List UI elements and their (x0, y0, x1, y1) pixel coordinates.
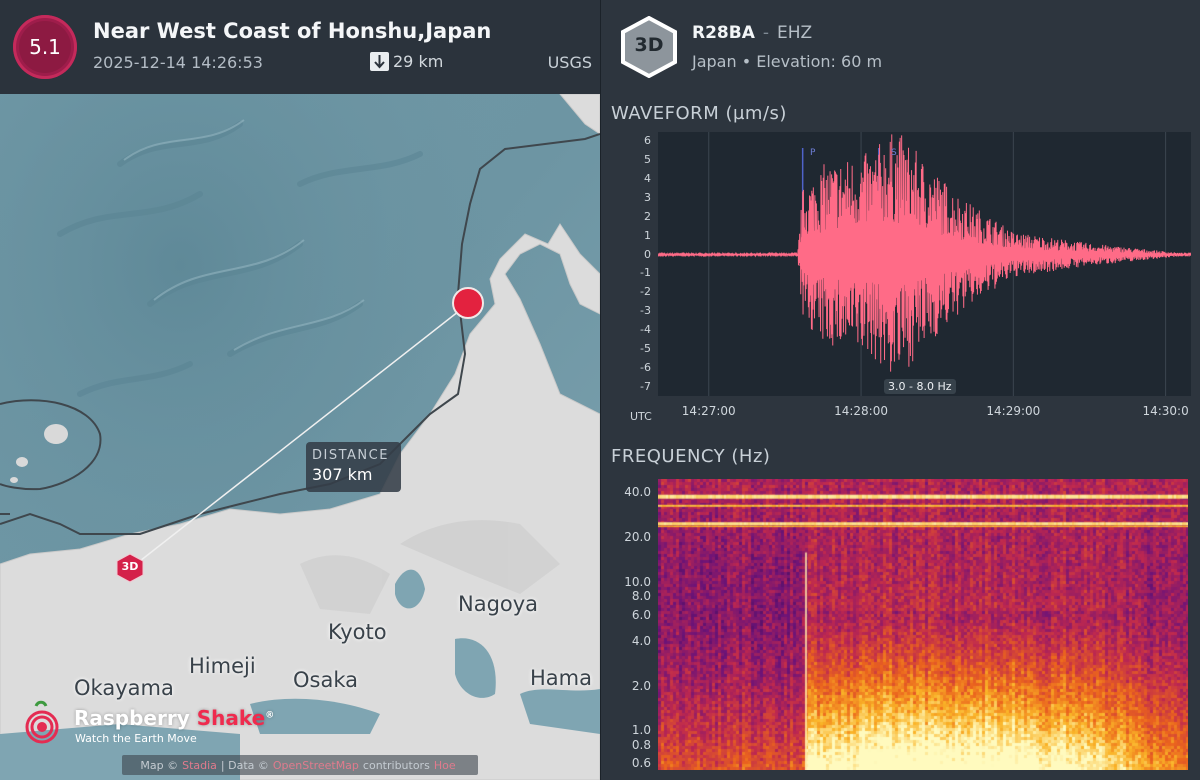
spectrogram-y-tick: 2.0 (631, 678, 651, 693)
event-header[interactable]: 5.1 Near West Coast of Honshu,Japan 2025… (0, 0, 600, 94)
p-phase-label: P (810, 148, 816, 158)
waveform-y-tick: 0 (644, 247, 651, 261)
spectrogram-y-tick: 8.0 (631, 589, 651, 604)
map-attribution: Map © Stadia | Data © OpenStreetMap cont… (122, 755, 478, 775)
spectrogram-y-tick: 20.0 (624, 530, 651, 545)
magnitude-value: 5.1 (29, 35, 61, 59)
waveform-y-tick: 6 (644, 134, 651, 148)
map-view[interactable]: Nagoya Kyoto Himeji Osaka Okayama Hama 3… (0, 94, 600, 780)
spectrogram-y-tick: 1.0 (631, 723, 651, 738)
logo-name: Raspberry Shake® (74, 706, 275, 730)
logo-tagline: Watch the Earth Move (75, 732, 197, 745)
waveform-y-tick: -5 (640, 341, 651, 355)
spectrogram-y-tick: 10.0 (624, 574, 651, 589)
s-phase-label: S (891, 148, 897, 158)
waveform-x-tick: 14:30:0 (1142, 404, 1189, 418)
depth-value: 29 km (393, 52, 444, 71)
station-channel: EHZ (777, 23, 813, 43)
station-info: Japan • Elevation: 60 m (692, 52, 883, 71)
extra-link[interactable]: Hoe (433, 758, 456, 772)
station-marker-label: 3D (121, 560, 139, 573)
waveform-title: WAVEFORM (µm/s) (611, 103, 787, 124)
waveform-y-tick: 5 (644, 153, 651, 167)
depth-arrow-icon (370, 52, 389, 71)
city-label-hama: Hama (530, 666, 592, 690)
distance-value: 307 km (312, 465, 373, 484)
station-name: R28BA - EHZ (692, 23, 813, 43)
station-id: R28BA (692, 23, 755, 43)
waveform-chart[interactable] (657, 132, 1192, 396)
spectrogram-canvas (658, 479, 1188, 770)
waveform-y-tick: -1 (640, 266, 651, 280)
spectrogram-y-tick: 6.0 (631, 607, 651, 622)
waveform-utc-label: UTC (630, 410, 652, 423)
event-source[interactable]: USGS (547, 53, 592, 72)
waveform-y-tick: -4 (640, 323, 651, 336)
waveform-y-tick: -2 (640, 285, 651, 299)
waveform-y-tick: -6 (640, 360, 651, 374)
stadia-link[interactable]: Stadia (182, 758, 217, 772)
spectrogram-y-tick: 4.0 (631, 633, 651, 648)
city-label-osaka: Osaka (293, 668, 358, 692)
waveform-y-tick: -7 (640, 379, 651, 393)
epicenter-marker[interactable] (452, 287, 484, 319)
osm-link[interactable]: OpenStreetMap (272, 758, 359, 772)
frequency-title: FREQUENCY (Hz) (611, 446, 771, 467)
waveform-y-tick: 3 (644, 191, 651, 204)
waveform-svg (657, 132, 1192, 396)
map-canvas[interactable] (0, 94, 600, 780)
event-time: 2025-12-14 14:26:53 (93, 53, 263, 72)
spectrogram-y-tick: 40.0 (624, 485, 651, 500)
city-label-himeji: Himeji (189, 654, 256, 678)
waveform-x-tick: 14:29:00 (986, 404, 1041, 418)
panel-divider (600, 0, 601, 780)
spectrogram-y-tick: 0.6 (631, 756, 651, 771)
waveform-y-tick: -3 (640, 304, 651, 318)
city-label-kyoto: Kyoto (328, 620, 387, 644)
spectrogram-chart[interactable] (658, 479, 1188, 770)
event-title: Near West Coast of Honshu,Japan (93, 19, 492, 43)
distance-tooltip: DISTANCE 307 km (306, 442, 401, 492)
city-label-okayama: Okayama (74, 676, 174, 700)
waveform-y-tick: 1 (644, 228, 651, 242)
station-badge: 3D (621, 15, 677, 79)
magnitude-badge: 5.1 (13, 15, 77, 79)
waveform-y-tick: 2 (644, 209, 651, 223)
station-marker-on-map[interactable]: 3D (116, 553, 144, 583)
raspberry-shake-logo[interactable]: Raspberry Shake® Watch the Earth Move (22, 700, 282, 750)
event-panel: 5.1 Near West Coast of Honshu,Japan 2025… (0, 0, 600, 780)
spectrogram-y-tick: 0.8 (631, 737, 651, 752)
waveform-trace (657, 134, 1192, 372)
waveform-x-tick: 14:28:00 (834, 404, 888, 418)
city-label-nagoya: Nagoya (458, 592, 539, 616)
event-depth: 29 km (370, 52, 443, 71)
filter-label: 3.0 - 8.0 Hz (884, 379, 956, 394)
distance-title: DISTANCE (312, 448, 389, 463)
raspberry-icon (25, 700, 59, 744)
waveform-x-tick: 14:27:00 (681, 404, 736, 418)
station-badge-label: 3D (634, 34, 664, 56)
waveform-y-tick: 4 (644, 172, 651, 186)
station-panel: 3D R28BA - EHZ Japan • Elevation: 60 m WAV… (601, 0, 1200, 780)
